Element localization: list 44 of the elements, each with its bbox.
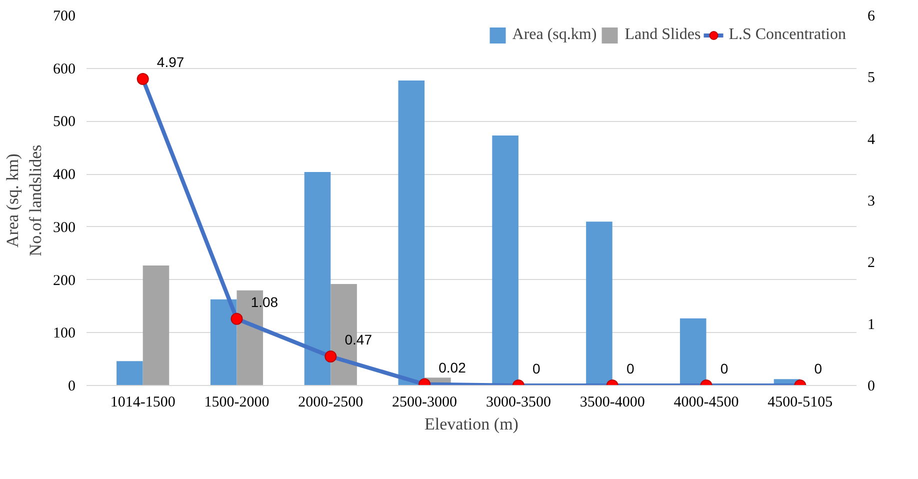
legend-label: L.S Concentration [728,26,846,44]
data-label: 4.97 [156,54,184,70]
data-label: 0 [532,360,541,376]
y2-tick-label: 5 [868,70,875,86]
x-tick-label: 1014-1500 [110,394,176,410]
y-tick-label: 100 [53,326,76,342]
x-tick-label: 1500-2000 [204,394,270,410]
y-tick-label: 700 [53,8,76,24]
x-tick-label: 4500-5105 [768,394,833,410]
bar [586,222,612,386]
bar [492,135,518,386]
bar [142,266,170,386]
bar [210,299,237,386]
x-tick-label: 2000-2500 [298,394,364,410]
y-tick-label: 300 [53,220,76,236]
x-tick-label: 2500-3000 [392,394,458,410]
y-tick-label: 600 [53,61,76,78]
data-label: 0.47 [344,332,372,348]
bar [116,361,143,386]
x-tick-label: 3500-4000 [580,394,645,410]
y-axis-title: Area (sq. km) No.of landslides [3,144,45,256]
y2-tick-label: 4 [868,132,876,148]
y2-tick-label: 2 [868,255,875,272]
x-axis-title: Elevation (m) [424,414,518,434]
y2-tick-label: 3 [868,194,875,210]
y-tick-label: 400 [53,167,76,184]
y-tick-label: 500 [53,114,76,130]
legend-label: Area (sq.km) [512,26,597,44]
data-label: 0 [626,360,634,376]
legend-label: Land Slides [624,26,701,44]
data-label: 0 [720,360,728,376]
data-label: 0.02 [438,359,466,376]
y2-tick-label: 1 [868,316,875,333]
y2-tick-label: 0 [868,378,875,394]
data-label: 1.08 [250,294,278,310]
x-tick-label: 3000-3500 [486,394,551,410]
y-tick-label: 0 [68,378,76,394]
bar [304,172,331,386]
bar [680,318,706,386]
data-label: 0 [814,360,822,376]
bar [398,80,425,386]
y-tick-label: 200 [53,272,76,289]
x-tick-label: 4000-4500 [674,394,739,410]
y2-tick-label: 6 [868,8,876,24]
